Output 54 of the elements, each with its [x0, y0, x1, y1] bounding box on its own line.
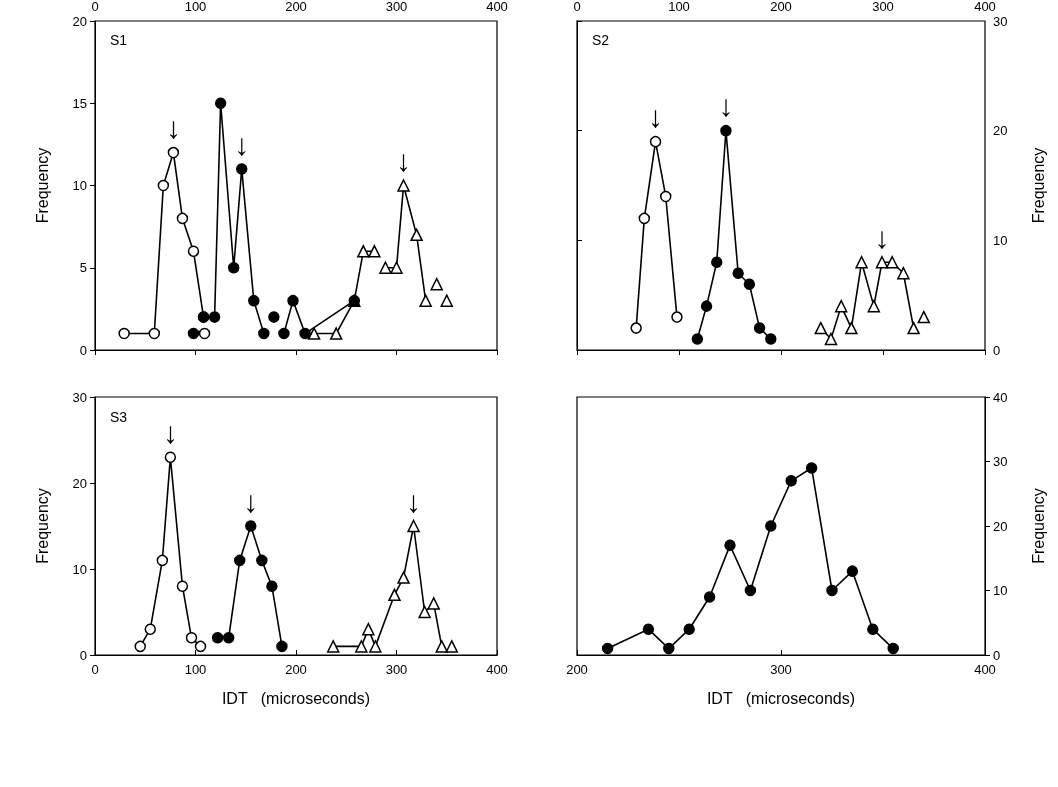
annotation: ↓: [234, 127, 250, 161]
y-axis-title: Frequency: [1029, 488, 1047, 564]
annotation: ↓: [243, 484, 259, 518]
x-axis-title: IDT (microseconds): [706, 689, 856, 707]
x-tick-label: 100: [184, 662, 207, 677]
x-tick-label: 200: [770, 0, 792, 14]
x-tick-label: 0: [91, 662, 99, 677]
x-tick-label: 400: [486, 0, 508, 14]
x-tick-label: 0: [91, 0, 99, 14]
annotation: ↓: [165, 111, 181, 145]
annotation: ↓: [396, 144, 412, 177]
y-tick-label: 10: [72, 561, 87, 577]
y-tick-label: 0: [79, 647, 87, 663]
x-tick-label: 300: [872, 0, 894, 14]
y-tick-label: 10: [993, 232, 1008, 248]
y-tick-label: 5: [79, 260, 87, 276]
text: S2: [592, 32, 610, 48]
x-tick-label: 0: [573, 0, 581, 14]
y-tick-label: 40: [993, 389, 1008, 405]
annotation: ↓: [406, 484, 422, 518]
y-axis-title: Frequency: [33, 147, 51, 224]
y-tick-label: 15: [72, 95, 87, 111]
annotation: ↓: [874, 220, 890, 254]
annotation: ↓: [718, 89, 734, 123]
y-axis-title: Frequency: [1029, 147, 1047, 224]
y-tick-label: 20: [993, 518, 1008, 534]
y-tick-label: 30: [72, 389, 87, 405]
x-tick-label: 300: [385, 0, 408, 14]
x-tick-label: 200: [285, 662, 307, 677]
annotation: ↓: [162, 415, 178, 449]
y-tick-label: 30: [993, 13, 1008, 29]
x-tick-label: 400: [974, 662, 996, 677]
x-tick-label: 100: [184, 0, 207, 14]
x-tick-label: 300: [770, 662, 792, 677]
y-tick-label: 0: [993, 342, 1001, 358]
y-tick-label: 0: [79, 342, 87, 358]
x-tick-label: 100: [668, 0, 690, 14]
y-axis-title: Frequency: [33, 488, 51, 564]
text: S1: [110, 32, 128, 48]
x-tick-label: 200: [566, 662, 588, 677]
annotation: ↓: [648, 100, 664, 134]
y-tick-label: 20: [993, 123, 1008, 139]
y-tick-label: 20: [72, 13, 87, 29]
x-tick-label: 400: [974, 0, 996, 14]
x-tick-label: 200: [285, 0, 307, 14]
y-tick-label: 10: [72, 178, 87, 193]
x-tick-label: 300: [385, 662, 408, 677]
y-tick-label: 0: [993, 647, 1001, 663]
x-tick-label: 400: [486, 662, 508, 677]
x-axis-title: IDT (microseconds): [221, 689, 371, 707]
text: S3: [110, 409, 128, 425]
y-tick-label: 20: [72, 475, 87, 491]
y-tick-label: 30: [993, 454, 1008, 469]
y-tick-label: 10: [993, 583, 1008, 598]
